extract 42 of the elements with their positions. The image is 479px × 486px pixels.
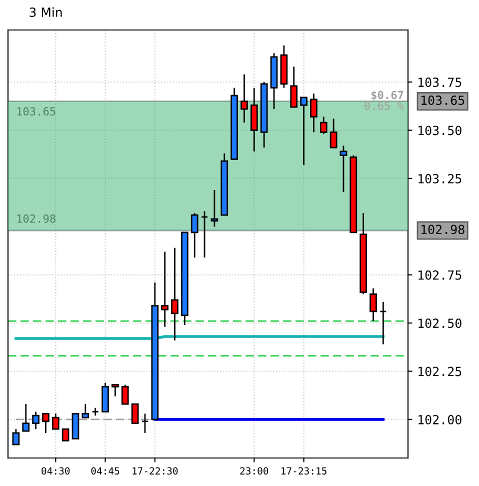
x-tick-label: 04:45: [91, 467, 120, 475]
candlestick: [52, 412, 60, 430]
candlestick: [290, 66, 298, 108]
candlestick: [62, 428, 70, 442]
y-tick-label: 103.75: [418, 78, 462, 88]
ref-line-label: 102.98: [422, 224, 464, 234]
x-tick-label: 17-23:15: [282, 467, 326, 475]
annotation: 103.65: [17, 107, 56, 116]
y-tick-label: 102.00: [418, 414, 462, 424]
x-tick-label: 23:00: [240, 467, 268, 475]
candlestick: [240, 74, 248, 124]
x-tick-label: 17-22:30: [132, 467, 178, 475]
y-tick-label: 102.75: [418, 270, 462, 280]
y-tick-label: 103.50: [418, 126, 462, 136]
candlestick: [32, 411, 40, 430]
y-tick-label: 102.50: [418, 318, 462, 328]
candlestick: [171, 247, 178, 342]
candlestick: [141, 412, 149, 434]
candlestick: [42, 412, 50, 434]
candlestick: [210, 189, 218, 228]
candlestick: [161, 251, 168, 328]
candlestick: [131, 403, 139, 424]
chart-title: 3 Min: [30, 7, 62, 17]
candlestick: [320, 116, 328, 135]
candlestick: [370, 288, 377, 322]
candlestick: [22, 403, 30, 432]
ref-line-label: 103.65: [422, 96, 464, 105]
candlestick: [121, 384, 129, 405]
annotation: $0.67: [371, 90, 404, 101]
candlestick: [190, 212, 198, 258]
annotation: 102.98: [17, 214, 56, 223]
candlestick: [12, 428, 20, 446]
candlestick: [300, 96, 308, 166]
x-tick-label: 04:30: [42, 467, 70, 475]
annotation: 0.65 %: [364, 102, 404, 110]
candlestick: [82, 403, 90, 418]
y-tick-label: 102.25: [418, 366, 462, 376]
candlestick: [310, 92, 318, 133]
candlestick: [340, 144, 348, 193]
candlestick: [330, 118, 338, 148]
candlestick: [112, 384, 119, 397]
y-tick-label: 103.25: [418, 174, 462, 184]
